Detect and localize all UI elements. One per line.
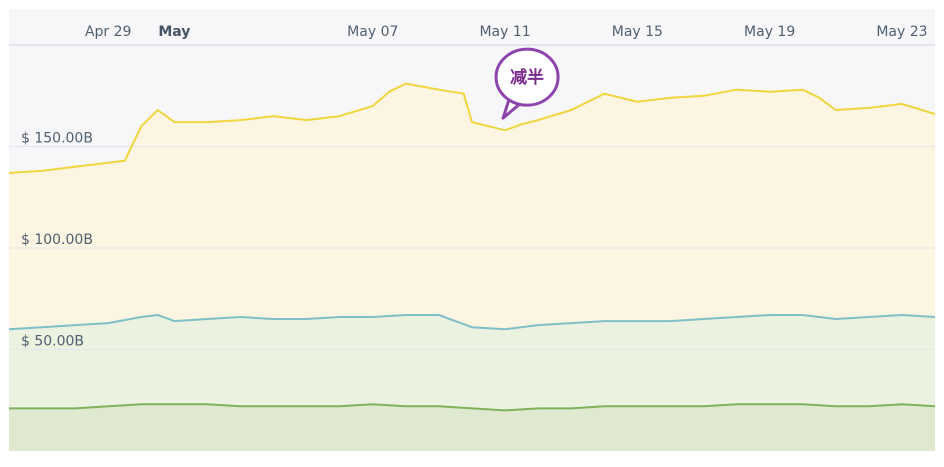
y-tick-label: $ 150.00B (21, 131, 93, 147)
annotation-bubble: 减半 (494, 47, 560, 120)
x-tick-label: May 19 (744, 24, 795, 40)
x-tick-label: Apr 29 (85, 24, 131, 40)
series-line-2 (8, 314, 936, 331)
series-line-3 (9, 403, 936, 412)
y-tick-label: $ 50.00B (21, 334, 84, 350)
x-tick-label: May 11 (479, 24, 530, 40)
x-tick-label: May (158, 24, 190, 40)
annotation-ellipse (494, 47, 560, 107)
series-line-1 (8, 82, 936, 174)
series-area-3 (9, 404, 935, 451)
annotation-label: 减半 (510, 67, 544, 88)
annotation-joint (512, 94, 525, 103)
x-tick-label: May 07 (347, 24, 398, 40)
x-tick-label: May 15 (612, 24, 663, 40)
x-tick-label: May 23 (876, 24, 927, 40)
y-tick-label: $ 100.00B (21, 232, 93, 248)
